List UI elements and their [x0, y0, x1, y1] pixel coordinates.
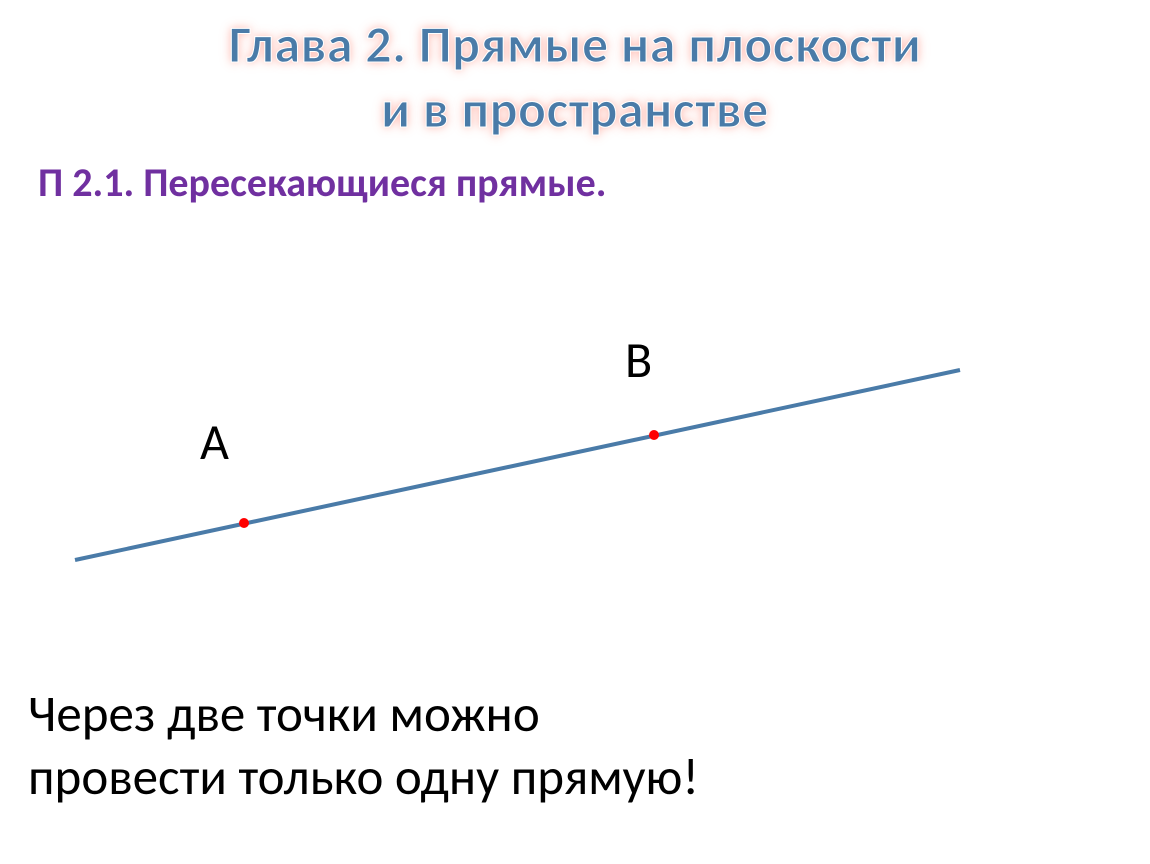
point-b-label: B [625, 330, 652, 391]
diagram: A B [0, 300, 1150, 600]
point-a-marker [239, 518, 249, 528]
chapter-title: Глава 2. Прямые на плоскости и в простра… [0, 0, 1150, 142]
line-diagram-svg [0, 300, 1150, 600]
point-b-marker [649, 430, 659, 440]
statement-text: Через две точки можно провести только од… [28, 682, 699, 810]
chapter-title-line1: Глава 2. Прямые на плоскости [229, 12, 922, 76]
statement-line2: провести только одну прямую! [28, 745, 699, 808]
point-a-label: A [200, 412, 229, 473]
section-title: П 2.1. Пересекающиеся прямые. [0, 158, 1150, 207]
statement-line1: Через две точки можно [28, 682, 540, 745]
chapter-title-line2: и в пространстве [381, 77, 769, 141]
